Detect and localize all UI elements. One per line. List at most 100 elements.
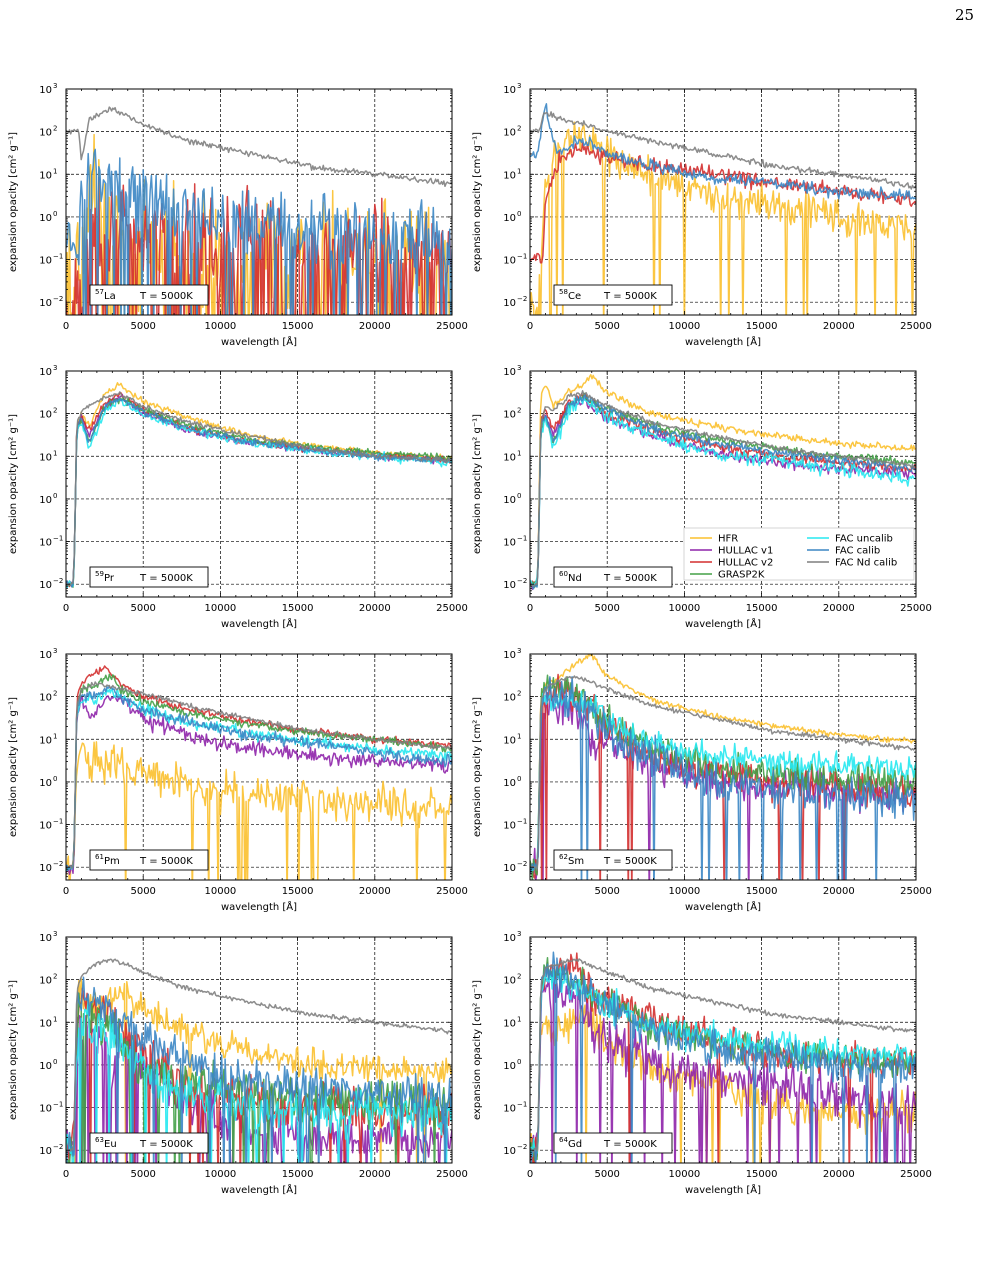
annotation-box	[553, 284, 673, 306]
y-tick-label-exponent: −2	[517, 295, 527, 303]
series-line-fac-nd-calib	[66, 391, 452, 587]
x-tick-label: 25000	[900, 886, 932, 897]
series-line-fac-nd-calib	[530, 390, 916, 587]
legend-label-fac-calib: FAC calib	[835, 546, 880, 557]
annotation-temperature: T = 5000K	[603, 1139, 657, 1150]
y-tick-label: 10	[503, 538, 516, 549]
x-tick-label: 20000	[359, 1169, 391, 1180]
series-line-hullac-v2	[66, 176, 452, 315]
x-tick-label: 15000	[282, 321, 314, 332]
y-tick-label: 10	[39, 933, 52, 944]
y-tick-label-exponent: 3	[53, 82, 57, 90]
y-tick-label-exponent: 1	[53, 449, 57, 457]
series-line-hullac-v1	[66, 695, 452, 875]
series-group	[530, 654, 916, 880]
series-line-fac-nd-calib	[530, 111, 916, 190]
x-tick-label: 10000	[204, 321, 236, 332]
x-tick-label: 15000	[282, 886, 314, 897]
y-tick-label-exponent: 0	[53, 492, 57, 500]
y-tick-label-exponent: 1	[517, 732, 521, 740]
series-line-hfr	[66, 382, 452, 587]
y-tick-label: 10	[503, 1061, 516, 1072]
annotation-mass-number: 57	[95, 288, 104, 296]
series-group	[66, 665, 452, 880]
y-tick-label: 10	[39, 85, 52, 96]
y-tick-label: 10	[503, 976, 516, 987]
x-tick-label: 0	[527, 603, 533, 614]
x-tick-label: 20000	[823, 886, 855, 897]
x-tick-label: 20000	[359, 886, 391, 897]
annotation-mass-number: 62	[559, 853, 568, 861]
y-tick-label-exponent: −1	[517, 1101, 527, 1109]
y-tick-label: 10	[39, 213, 52, 224]
y-tick-label-exponent: 2	[517, 125, 521, 133]
series-line-fac-uncalib	[530, 689, 916, 871]
annotation-temperature: T = 5000K	[603, 573, 657, 584]
series-line-hfr	[530, 1004, 916, 1163]
x-tick-label: 5000	[130, 321, 155, 332]
x-axis-label: wavelength [Å]	[221, 617, 297, 630]
x-tick-label: 10000	[668, 603, 700, 614]
series-group	[530, 951, 916, 1163]
x-tick-label: 5000	[130, 1169, 155, 1180]
ticks	[65, 936, 453, 1163]
annotation-mass-number: 58	[559, 288, 568, 296]
x-tick-label: 15000	[746, 886, 778, 897]
x-tick-label: 10000	[668, 321, 700, 332]
annotation-box	[89, 284, 209, 306]
series-line-grasp2k	[66, 397, 452, 588]
x-tick-label: 5000	[130, 603, 155, 614]
y-tick-label-exponent: 2	[517, 973, 521, 981]
annotation-element: Gd	[568, 1139, 582, 1150]
series-line-fac-nd-calib	[66, 958, 452, 1153]
annotation-temperature: T = 5000K	[603, 856, 657, 867]
y-tick-label: 10	[39, 821, 52, 832]
y-tick-label: 10	[39, 256, 52, 267]
legend-label-fac-nd-calib: FAC Nd calib	[835, 558, 897, 569]
y-tick-label: 10	[503, 410, 516, 421]
ticks	[529, 370, 917, 597]
series-group	[66, 382, 452, 588]
y-tick-label: 10	[39, 1146, 52, 1157]
annotation-mass-number: 61	[95, 853, 104, 861]
y-tick-label: 10	[503, 863, 516, 874]
series-line-fac-nd-calib	[530, 958, 916, 1153]
y-tick-label-exponent: 1	[517, 1015, 521, 1023]
y-tick-label-exponent: −1	[517, 253, 527, 261]
x-tick-label: 20000	[359, 603, 391, 614]
y-tick-label: 10	[39, 1061, 52, 1072]
series-line-fac-calib	[66, 148, 452, 315]
x-tick-label: 20000	[359, 321, 391, 332]
annotation-element: La	[104, 291, 116, 302]
series-line-fac-calib	[66, 398, 452, 588]
y-tick-label: 10	[503, 1018, 516, 1029]
y-tick-label: 10	[503, 735, 516, 746]
y-tick-label-exponent: 0	[517, 210, 521, 218]
plot-frame	[529, 936, 917, 1164]
y-tick-label-exponent: 2	[53, 125, 57, 133]
annotation-box	[553, 566, 673, 588]
y-tick-label: 10	[39, 410, 52, 421]
plot-frame	[65, 936, 453, 1164]
annotation-temperature: T = 5000K	[139, 1139, 193, 1150]
annotation-element: Pr	[104, 573, 115, 584]
y-tick-label: 10	[39, 976, 52, 987]
x-tick-label: 0	[63, 321, 69, 332]
x-tick-label: 20000	[823, 603, 855, 614]
x-tick-label: 0	[63, 603, 69, 614]
series-line-fac-calib	[66, 976, 452, 1163]
series-line-hfr	[66, 741, 452, 880]
annotation-temperature: T = 5000K	[139, 573, 193, 584]
series-line-fac-calib	[66, 685, 452, 871]
x-tick-label: 0	[63, 886, 69, 897]
y-tick-label-exponent: 0	[517, 492, 521, 500]
grid	[66, 654, 452, 880]
series-line-fac-nd-calib	[66, 106, 452, 188]
y-tick-label: 10	[39, 170, 52, 181]
y-tick-label: 10	[39, 128, 52, 139]
x-tick-label: 25000	[436, 321, 468, 332]
